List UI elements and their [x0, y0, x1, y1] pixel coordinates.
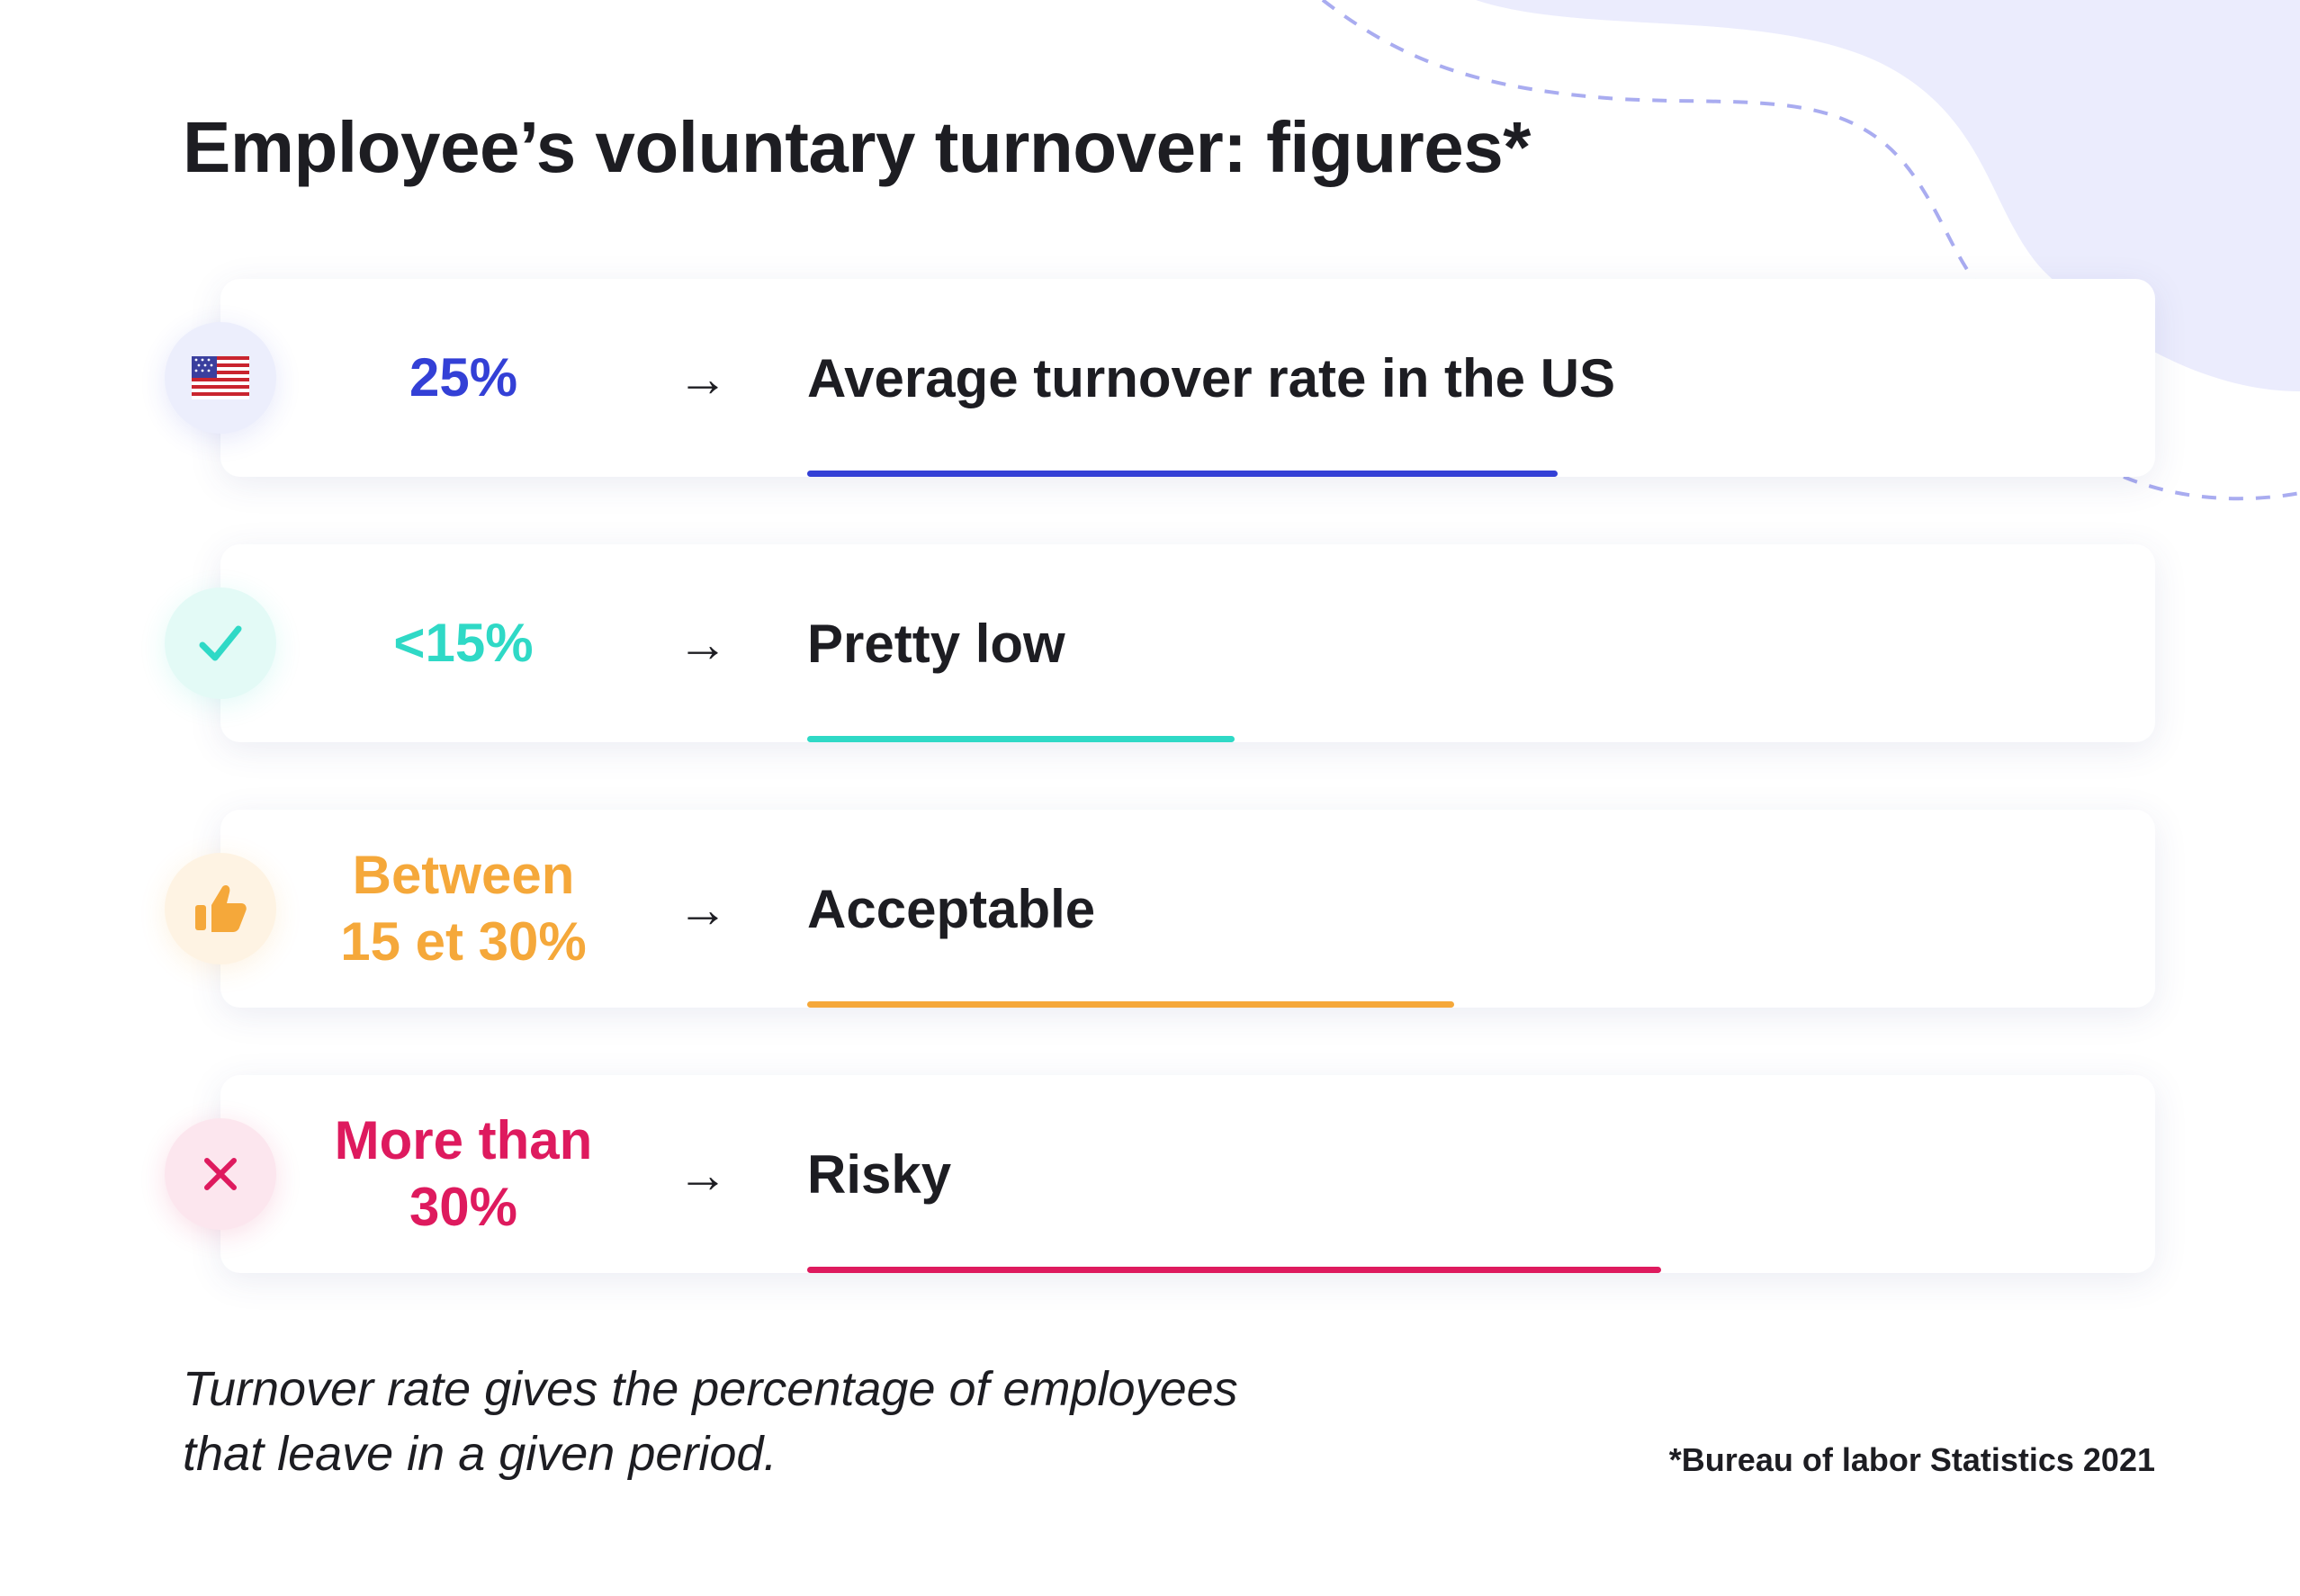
arrow-right-icon: → [678, 880, 728, 937]
source-note: *Bureau of labor Statistics 2021 [1668, 1441, 2155, 1478]
arrow-right-icon: → [678, 349, 728, 407]
arrow-right-icon: → [678, 1145, 728, 1203]
stat-card-pretty-low: <15% → Pretty low [165, 544, 2155, 742]
stat-value: 25% [409, 347, 518, 408]
stat-label: Risky [807, 1143, 952, 1205]
stat-bar [807, 471, 1558, 477]
stat-card-us-average: 25% → Average turnover rate in the US [165, 279, 2155, 477]
stat-value: Between 15 et 30% [340, 845, 587, 972]
stat-bar [807, 1267, 1661, 1273]
thumbs-up-icon [165, 853, 276, 964]
stat-card-risky: More than 30% → Risky [165, 1075, 2155, 1273]
stat-bar [807, 1001, 1454, 1008]
footnote: Turnover rate gives the percentage of em… [183, 1362, 1238, 1481]
check-icon [165, 587, 276, 699]
stat-bar [807, 736, 1235, 742]
arrow-right-icon: → [678, 614, 728, 672]
stat-label: Acceptable [807, 878, 1096, 939]
dashed-curve-right [2123, 475, 2300, 501]
close-icon [165, 1118, 276, 1230]
page-title: Employee’s voluntary turnover: figures* [183, 107, 1531, 187]
stat-value: More than 30% [334, 1110, 593, 1237]
stat-value: <15% [393, 613, 534, 673]
stat-label: Average turnover rate in the US [807, 347, 1616, 408]
stat-label: Pretty low [807, 613, 1065, 674]
stat-card-acceptable: Between 15 et 30% → Acceptable [165, 810, 2155, 1008]
us-flag-icon [165, 322, 276, 434]
